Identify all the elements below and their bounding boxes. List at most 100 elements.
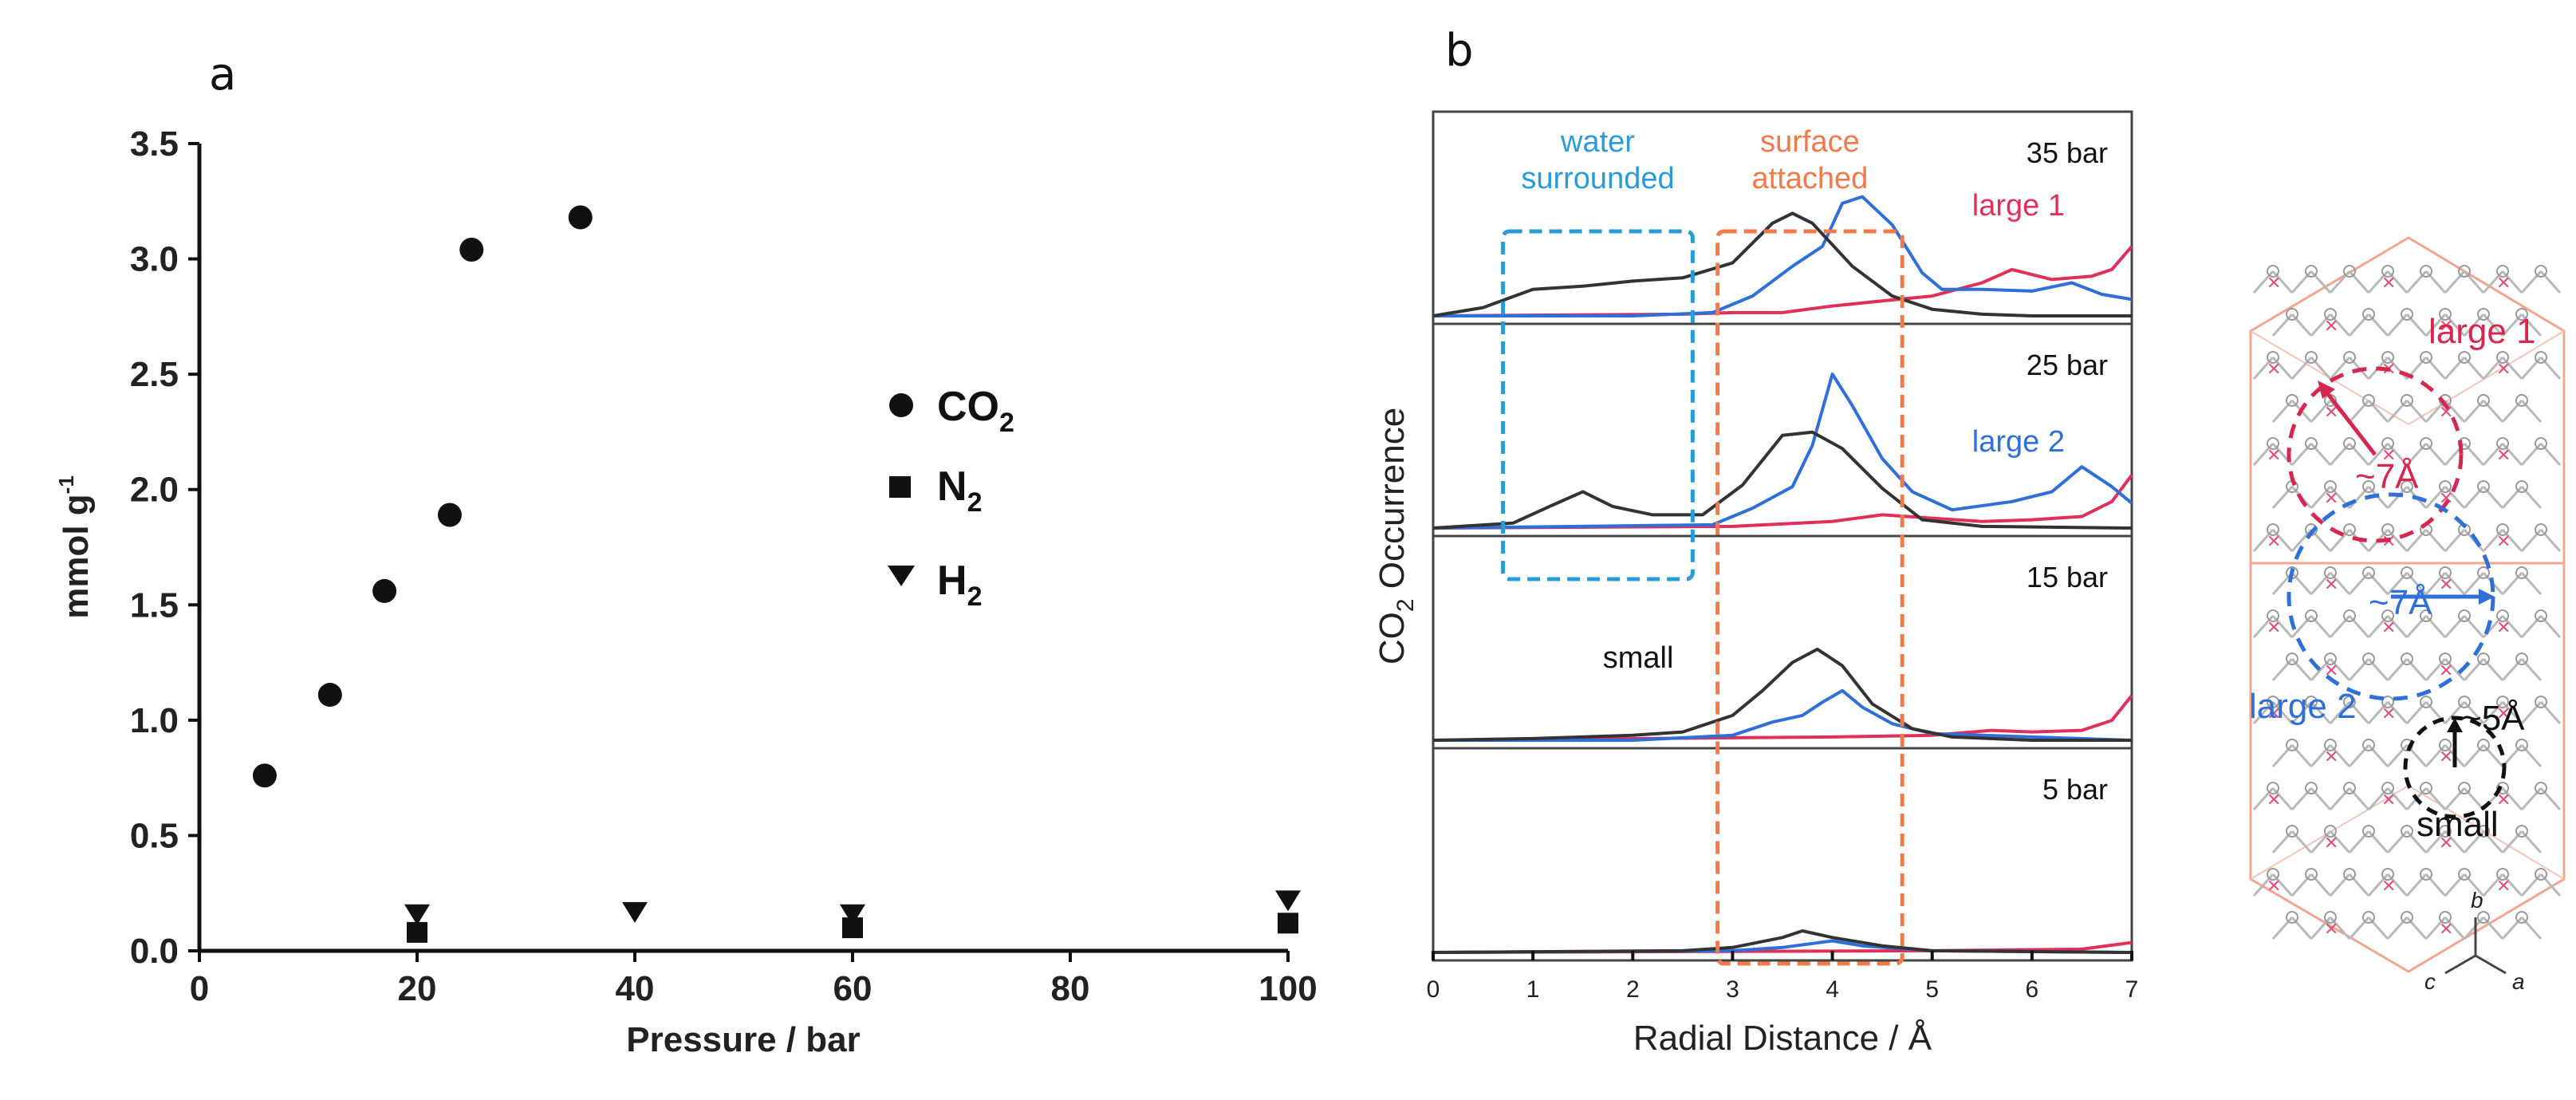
arrow-large1-head — [2318, 380, 2335, 399]
lattice-linker: ✕ — [2267, 704, 2281, 724]
lattice-bond — [2290, 658, 2313, 681]
chart-b-y-label-sub: 2 — [1392, 598, 1419, 612]
lattice-node — [2439, 566, 2452, 579]
lattice-node — [2343, 609, 2356, 622]
lattice-node — [2535, 523, 2547, 536]
lattice-bond — [2444, 615, 2466, 638]
lattice-bond — [2348, 917, 2370, 940]
triad-c-axis — [2444, 954, 2476, 975]
lattice-bond — [2271, 917, 2294, 940]
lattice-bond — [2520, 701, 2543, 724]
lattice-node — [2439, 825, 2452, 838]
chart-b-x-tick-label: 2 — [1626, 976, 1640, 1003]
chart-a-x-tick-label: 20 — [398, 969, 437, 1008]
legend-h2-sub: 2 — [967, 582, 983, 612]
legend-n2-text: N — [937, 463, 967, 510]
lattice-node — [2496, 609, 2509, 622]
label-d3: ~5Å — [2461, 699, 2525, 738]
lattice-bond — [2463, 357, 2485, 380]
lattice-linker: ✕ — [2439, 920, 2453, 940]
lattice-node — [2286, 911, 2298, 924]
lattice-bond — [2501, 400, 2523, 423]
point-co2 — [317, 683, 342, 708]
lattice-bond — [2482, 486, 2504, 509]
lattice-node — [2343, 696, 2356, 708]
lattice-linker: ✕ — [2496, 704, 2511, 724]
lattice-bond — [2348, 615, 2370, 638]
lattice-bond — [2520, 443, 2543, 466]
lattice-node — [2286, 394, 2298, 407]
point-co2 — [372, 578, 397, 603]
chart-a-y-tick-label: 3.5 — [130, 124, 179, 164]
arrow-large2-head — [2479, 589, 2495, 605]
lattice-linker: ✕ — [2381, 532, 2396, 552]
lattice-bond — [2348, 400, 2370, 423]
lattice-linker: ✕ — [2324, 403, 2338, 423]
lattice-node — [2420, 609, 2432, 622]
region-label-line1: surface — [1760, 125, 1860, 159]
lattice-linker: ✕ — [2381, 877, 2396, 897]
lattice-bond — [2329, 615, 2351, 638]
triad-a-axis — [2475, 954, 2507, 975]
chart-a-y-tick-label: 0.5 — [130, 816, 179, 855]
lattice-node — [2286, 308, 2298, 321]
label-large2: large 2 — [2249, 687, 2357, 726]
lattice-bond — [2520, 486, 2543, 509]
lattice-node — [2305, 351, 2318, 364]
point-n2 — [1278, 913, 1298, 934]
chart-a: 0 20 40 60 80 100 0.0 0.5 1.0 1.5 2.0 2.5 3.0 3.5 Pre… — [54, 124, 1318, 1059]
lattice-linker: ✕ — [2267, 532, 2281, 552]
lattice-bond — [2520, 270, 2543, 294]
lattice-bond — [2520, 400, 2543, 423]
lattice-bond — [2367, 744, 2389, 767]
lattice-bond — [2520, 357, 2543, 380]
series-small-35bar — [1432, 211, 2132, 317]
legend-co2-marker — [889, 393, 913, 417]
series-large2-35bar — [1433, 195, 2133, 317]
triad-a-label: a — [2512, 969, 2525, 994]
lattice-node — [2420, 265, 2432, 278]
lattice-bond — [2386, 658, 2409, 681]
lattice-bond — [2520, 615, 2543, 638]
lattice-bond — [2520, 787, 2543, 810]
lattice-bond — [2424, 529, 2447, 552]
lattice-bond — [2539, 443, 2562, 466]
lattice-node — [2439, 911, 2452, 924]
lattice-node — [2381, 351, 2394, 364]
lattice-node — [2381, 696, 2394, 708]
chart-b-x-label: Radial Distance / Å — [1633, 1019, 1932, 1058]
lattice-node — [2343, 437, 2356, 450]
point-co2 — [568, 205, 593, 230]
lattice-node — [2267, 609, 2279, 622]
lattice-bond — [2444, 873, 2466, 897]
lattice-linker: ✕ — [2267, 274, 2281, 294]
lattice-node — [2477, 394, 2490, 407]
lattice-bond — [2348, 270, 2370, 294]
lattice-bond — [2290, 443, 2313, 466]
series-large2-15bar — [1433, 688, 2133, 742]
subplot-annotation: large 1 — [1972, 189, 2065, 223]
lattice-node — [2286, 653, 2298, 665]
lattice-bond — [2405, 701, 2428, 724]
lattice-bond — [2290, 270, 2313, 294]
lattice-node — [2362, 394, 2375, 407]
lattice-linker: ✕ — [2496, 618, 2511, 638]
triad-b-label: b — [2471, 888, 2483, 913]
chart-a-x-tick-label: 40 — [616, 969, 655, 1008]
lattice-linker: ✕ — [2496, 446, 2511, 466]
lattice-node — [2458, 265, 2471, 278]
chart-a-y-tick-label: 1.5 — [130, 585, 179, 625]
lattice-node — [2267, 351, 2279, 364]
legend-co2-text: CO — [937, 384, 999, 430]
legend-h2-marker — [888, 566, 915, 586]
lattice-node — [2305, 609, 2318, 622]
lattice-bond — [2386, 830, 2409, 854]
lattice-node — [2324, 480, 2337, 493]
lattice-bond — [2271, 400, 2294, 423]
legend-n2-label: N2 — [937, 463, 982, 518]
lattice-bond — [2310, 615, 2332, 638]
lattice-node — [2267, 437, 2279, 450]
lattice-node — [2458, 868, 2471, 881]
point-h2 — [404, 904, 430, 925]
lattice-node — [2324, 911, 2337, 924]
